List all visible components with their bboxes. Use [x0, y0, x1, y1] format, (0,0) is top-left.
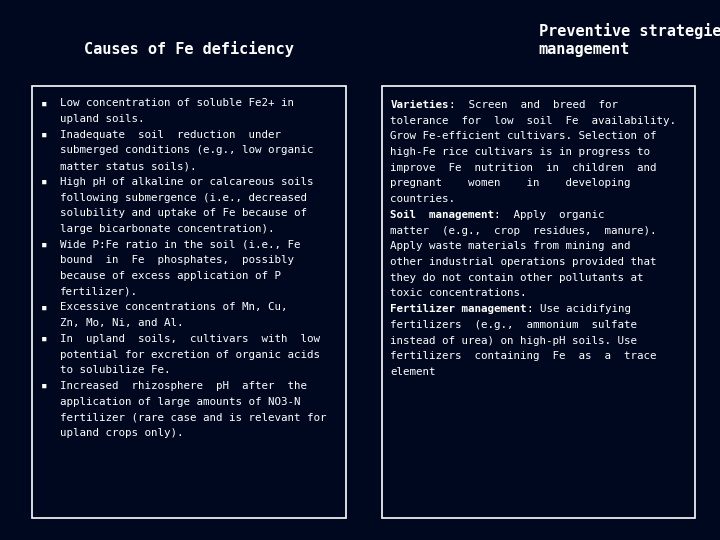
- Text: large bicarbonate concentration).: large bicarbonate concentration).: [60, 224, 274, 234]
- Text: upland crops only).: upland crops only).: [60, 428, 184, 438]
- Text: countries.: countries.: [390, 194, 455, 204]
- Text: Grow Fe-efficient cultivars. Selection of: Grow Fe-efficient cultivars. Selection o…: [390, 131, 657, 141]
- Text: high-Fe rice cultivars is in progress to: high-Fe rice cultivars is in progress to: [390, 147, 650, 157]
- Text: Excessive concentrations of Mn, Cu,: Excessive concentrations of Mn, Cu,: [60, 302, 287, 313]
- Text: tolerance  for  low  soil  Fe  availability.: tolerance for low soil Fe availability.: [390, 116, 676, 126]
- Text: Varieties: Varieties: [390, 100, 449, 110]
- Text: other industrial operations provided that: other industrial operations provided tha…: [390, 257, 657, 267]
- Text: following submergence (i.e., decreased: following submergence (i.e., decreased: [60, 193, 307, 202]
- Text: fertilizers  (e.g.,  ammonium  sulfate: fertilizers (e.g., ammonium sulfate: [390, 320, 637, 330]
- Text: to solubilize Fe.: to solubilize Fe.: [60, 366, 170, 375]
- Text: Apply waste materials from mining and: Apply waste materials from mining and: [390, 241, 631, 251]
- Text: In  upland  soils,  cultivars  with  low: In upland soils, cultivars with low: [60, 334, 320, 344]
- Text: solubility and uptake of Fe because of: solubility and uptake of Fe because of: [60, 208, 307, 218]
- Text: upland soils.: upland soils.: [60, 114, 144, 124]
- FancyBboxPatch shape: [382, 86, 695, 518]
- Text: Wide P:Fe ratio in the soil (i.e., Fe: Wide P:Fe ratio in the soil (i.e., Fe: [60, 240, 300, 249]
- Text: improve  Fe  nutrition  in  children  and: improve Fe nutrition in children and: [390, 163, 657, 173]
- Text: Causes of Fe deficiency: Causes of Fe deficiency: [84, 40, 294, 57]
- Text: Inadequate  soil  reduction  under: Inadequate soil reduction under: [60, 130, 281, 140]
- Text: Fertilizer management: Fertilizer management: [390, 304, 527, 314]
- Text: :  Apply  organic: : Apply organic: [494, 210, 605, 220]
- Text: potential for excretion of organic acids: potential for excretion of organic acids: [60, 349, 320, 360]
- Text: fertilizer (rare case and is relevant for: fertilizer (rare case and is relevant fo…: [60, 413, 326, 422]
- Text: ▪: ▪: [41, 98, 48, 109]
- Text: Preventive strategies for Fe
management: Preventive strategies for Fe management: [539, 23, 720, 57]
- Text: instead of urea) on high-pH soils. Use: instead of urea) on high-pH soils. Use: [390, 335, 637, 346]
- Text: submerged conditions (e.g., low organic: submerged conditions (e.g., low organic: [60, 145, 313, 156]
- Text: Zn, Mo, Ni, and Al.: Zn, Mo, Ni, and Al.: [60, 318, 184, 328]
- Text: ▪: ▪: [41, 130, 48, 140]
- Text: : Use acidifying: : Use acidifying: [527, 304, 631, 314]
- FancyBboxPatch shape: [32, 86, 346, 518]
- Text: fertilizer).: fertilizer).: [60, 287, 138, 297]
- Text: ▪: ▪: [41, 240, 48, 249]
- Text: Increased  rhizosphere  pH  after  the: Increased rhizosphere pH after the: [60, 381, 307, 391]
- Text: Soil  management: Soil management: [390, 210, 494, 220]
- Text: matter  (e.g.,  crop  residues,  manure).: matter (e.g., crop residues, manure).: [390, 226, 657, 235]
- Text: matter status soils).: matter status soils).: [60, 161, 197, 171]
- Text: Low concentration of soluble Fe2+ in: Low concentration of soluble Fe2+ in: [60, 98, 294, 109]
- Text: ▪: ▪: [41, 334, 48, 344]
- Text: toxic concentrations.: toxic concentrations.: [390, 288, 527, 299]
- Text: application of large amounts of NO3-N: application of large amounts of NO3-N: [60, 397, 300, 407]
- Text: :  Screen  and  breed  for: : Screen and breed for: [449, 100, 618, 110]
- Text: ▪: ▪: [41, 381, 48, 391]
- Text: they do not contain other pollutants at: they do not contain other pollutants at: [390, 273, 644, 283]
- Text: pregnant    women    in    developing: pregnant women in developing: [390, 178, 631, 188]
- Text: High pH of alkaline or calcareous soils: High pH of alkaline or calcareous soils: [60, 177, 313, 187]
- Text: ▪: ▪: [41, 302, 48, 313]
- Text: because of excess application of P: because of excess application of P: [60, 271, 281, 281]
- Text: fertilizers  containing  Fe  as  a  trace: fertilizers containing Fe as a trace: [390, 351, 657, 361]
- Text: ▪: ▪: [41, 177, 48, 187]
- Text: bound  in  Fe  phosphates,  possibly: bound in Fe phosphates, possibly: [60, 255, 294, 265]
- Text: element: element: [390, 367, 436, 377]
